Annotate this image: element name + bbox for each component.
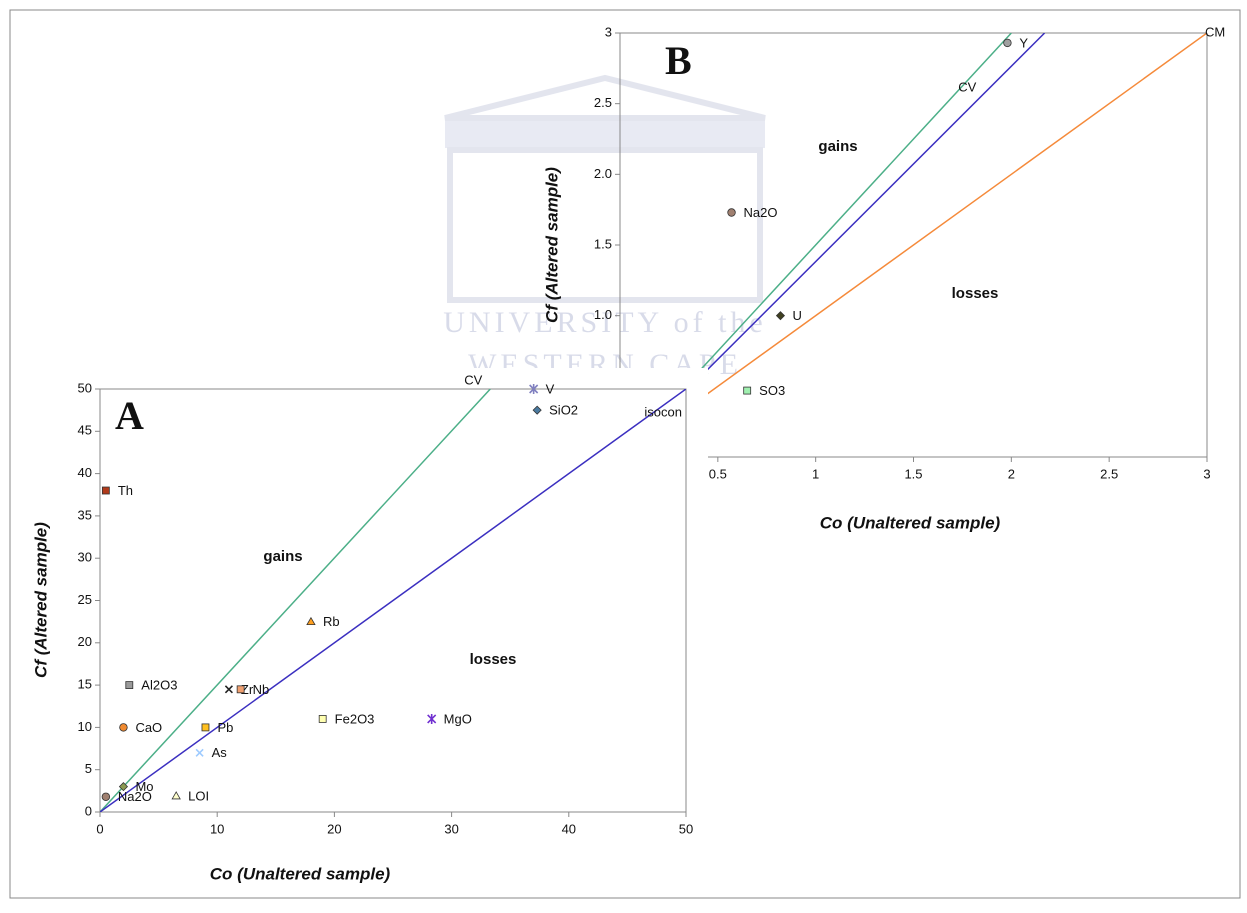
x-tick-label: 1.5	[904, 466, 922, 481]
region-label: losses	[952, 285, 999, 302]
point	[237, 686, 244, 693]
point	[728, 209, 736, 217]
point-label: Na2O	[744, 205, 778, 220]
point-label: CaO	[135, 720, 162, 735]
x-tick-label: 2	[1008, 466, 1015, 481]
point-label: As	[212, 745, 228, 760]
x-tick-label: 2.5	[1100, 466, 1118, 481]
panel-label: A	[115, 393, 144, 438]
point-label: Al2O3	[141, 678, 177, 693]
point	[126, 682, 133, 689]
y-tick-label: 5	[85, 761, 92, 776]
point-label: SO3	[759, 383, 785, 398]
isocon-line	[620, 33, 1207, 457]
region-label: gains	[818, 138, 857, 155]
point-label: Pb	[217, 720, 233, 735]
y-tick-label: 2.5	[594, 95, 612, 110]
line-label: CM	[1205, 24, 1225, 39]
x-tick-label: 10	[210, 821, 224, 836]
point	[120, 724, 128, 732]
line-label: CV	[464, 372, 482, 387]
point-label: LOI	[188, 788, 209, 803]
x-tick-label: 40	[562, 821, 576, 836]
y-tick-label: 0	[85, 803, 92, 818]
y-tick-label: 35	[78, 507, 92, 522]
point-label: U	[792, 308, 801, 323]
x-tick-label: 0.5	[709, 466, 727, 481]
point-label: Na2O	[118, 789, 152, 804]
point-label: SiO2	[549, 403, 578, 418]
x-tick-label: 20	[327, 821, 341, 836]
y-tick-label: 20	[78, 634, 92, 649]
region-label: losses	[470, 651, 517, 668]
watermark: UNIVERSITY of the WESTERN CAPE	[443, 78, 767, 381]
x-tick-label: 30	[444, 821, 458, 836]
point-label: Y	[1019, 35, 1028, 50]
y-tick-label: 3	[605, 24, 612, 39]
line-label: CV	[958, 79, 976, 94]
y-tick-label: 1.5	[594, 236, 612, 251]
point-label: Rb	[323, 614, 340, 629]
y-tick-label: 30	[78, 550, 92, 565]
y-tick-label: 50	[78, 380, 92, 395]
line-label: isocon	[644, 404, 682, 419]
y-axis-title: Cf (Altered sample)	[31, 522, 50, 678]
figure: UNIVERSITY of the WESTERN CAPE 0.5 1 1.5 2 2…	[0, 0, 1247, 908]
point-label: Nb	[253, 682, 270, 697]
point-label: Fe2O3	[335, 711, 375, 726]
x-tick-label: 3	[1203, 466, 1210, 481]
point-label: Th	[118, 483, 133, 498]
point	[102, 793, 110, 801]
x-axis-title: Co (Unaltered sample)	[820, 513, 1001, 532]
x-tick-label: 0	[96, 821, 103, 836]
y-tick-label: 40	[78, 465, 92, 480]
x-tick-label: 1	[812, 466, 819, 481]
y-axis-title: Cf (Altered sample)	[542, 167, 561, 323]
y-tick-label: 15	[78, 677, 92, 692]
panel-label: B	[665, 38, 692, 83]
point	[102, 487, 109, 494]
point-label: MgO	[444, 711, 472, 726]
y-tick-label: 1.0	[594, 307, 612, 322]
y-tick-label: 2.0	[594, 166, 612, 181]
y-tick-label: 45	[78, 423, 92, 438]
chart-a: 0 10 20 30 40 50 0 5 10 15 20 25 30 35 40 45 50 CV isocon T…	[18, 368, 708, 888]
point	[319, 715, 326, 722]
point	[202, 724, 209, 731]
y-tick-label: 10	[78, 719, 92, 734]
point	[1004, 39, 1012, 47]
point	[776, 312, 784, 320]
region-label: gains	[263, 548, 302, 565]
point-label: V	[546, 381, 555, 396]
point	[744, 387, 751, 394]
y-tick-label: 25	[78, 592, 92, 607]
x-tick-label: 50	[679, 821, 693, 836]
x-axis-title: Co (Unaltered sample)	[210, 864, 391, 883]
